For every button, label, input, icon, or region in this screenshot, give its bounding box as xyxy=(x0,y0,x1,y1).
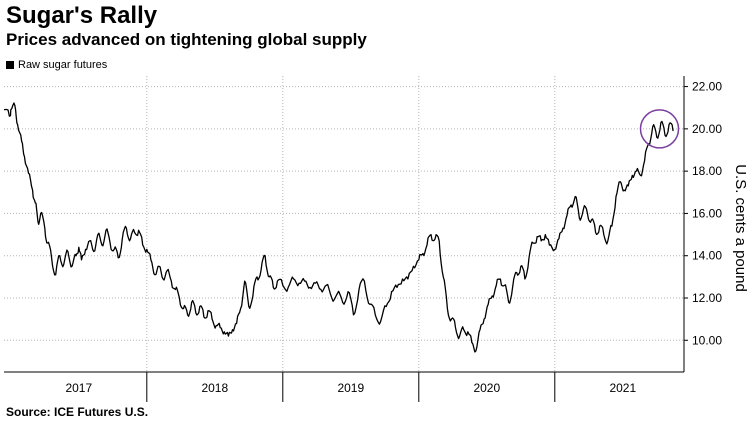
legend-swatch xyxy=(6,61,14,69)
legend: Raw sugar futures xyxy=(6,58,107,72)
x-tick-label: 2019 xyxy=(337,381,364,395)
y-tick-label: 18.00 xyxy=(692,164,722,178)
x-tick-label: 2018 xyxy=(201,381,228,395)
y-tick-label: 10.00 xyxy=(692,333,722,347)
y-tick-label: 20.00 xyxy=(692,122,722,136)
legend-label: Raw sugar futures xyxy=(18,59,108,71)
highlight-circle xyxy=(639,109,680,149)
chart-title: Sugar's Rally xyxy=(6,2,158,29)
source-note: Source: ICE Futures U.S. xyxy=(6,405,149,419)
y-tick-label: 12.00 xyxy=(692,291,722,305)
y-axis-title: U.S. cents a pound xyxy=(732,164,749,292)
y-tick-label: 22.00 xyxy=(692,80,722,94)
x-tick-label: 2021 xyxy=(609,381,636,395)
x-tick-label: 2020 xyxy=(473,381,500,395)
chart-subtitle: Prices advanced on tightening global sup… xyxy=(6,30,367,49)
x-tick-label: 2017 xyxy=(65,381,92,395)
series-line-raw-sugar xyxy=(3,102,674,353)
y-tick-label: 16.00 xyxy=(692,206,722,220)
y-tick-label: 14.00 xyxy=(692,249,722,263)
